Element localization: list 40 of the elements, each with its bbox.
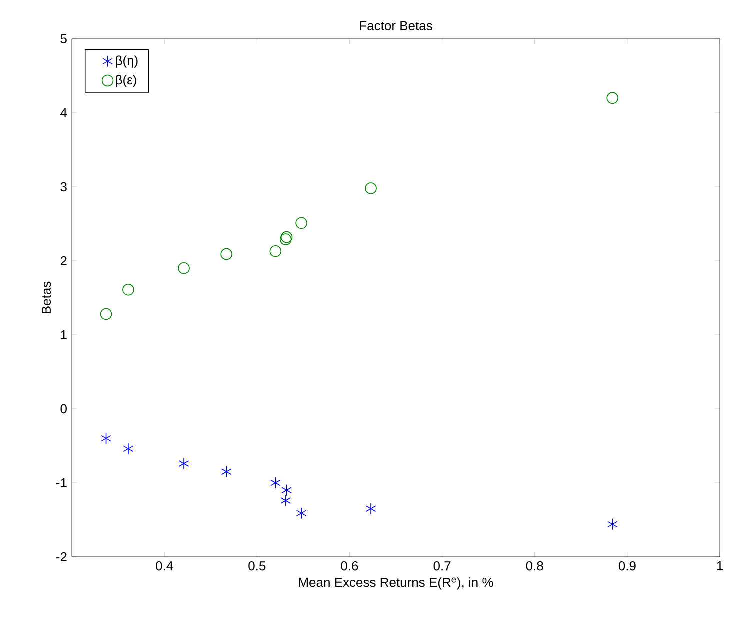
chart-title: Factor Betas [360, 21, 432, 30]
x-tick-label: 0.4 [156, 562, 174, 571]
point [178, 262, 190, 274]
y-axis-title: Betas [42, 282, 52, 314]
x-tick-label: 1 [717, 562, 723, 570]
point [122, 284, 134, 296]
point [100, 308, 112, 320]
point [270, 477, 281, 489]
point [123, 443, 134, 455]
point [270, 245, 282, 258]
point [280, 494, 292, 507]
y-tick-label: 4 [60, 108, 68, 118]
point [365, 182, 377, 194]
point [101, 432, 112, 444]
point [178, 458, 190, 470]
y-tick-label: 3 [60, 182, 67, 192]
x-tick-label: 0.9 [618, 562, 636, 571]
y-tick-label: 0 [60, 404, 67, 414]
y-tick-label: -1 [56, 478, 67, 488]
point [220, 248, 233, 260]
x-tick-label: 0.5 [248, 562, 266, 571]
legend-label: β(ε) [116, 75, 136, 88]
point [296, 507, 307, 520]
y-tick-label: 5 [60, 34, 67, 44]
point [366, 502, 376, 515]
point [606, 92, 619, 104]
y-tick-label: -2 [56, 552, 67, 562]
y-tick-label: 2 [60, 256, 67, 266]
point [280, 231, 293, 244]
legend-label: β(η) [116, 56, 138, 68]
x-tick-label: 0.8 [526, 562, 544, 571]
x-axis-title: Mean Excess Returns E(R$^{e}$), in % [299, 578, 494, 590]
point [221, 466, 232, 478]
point [296, 217, 308, 230]
x-tick-label: 0.7 [434, 562, 451, 571]
y-tick-label: 1 [61, 330, 67, 340]
point [607, 518, 618, 530]
point [280, 234, 292, 246]
x-tick-label: 0.6 [341, 562, 358, 571]
point [282, 484, 292, 496]
